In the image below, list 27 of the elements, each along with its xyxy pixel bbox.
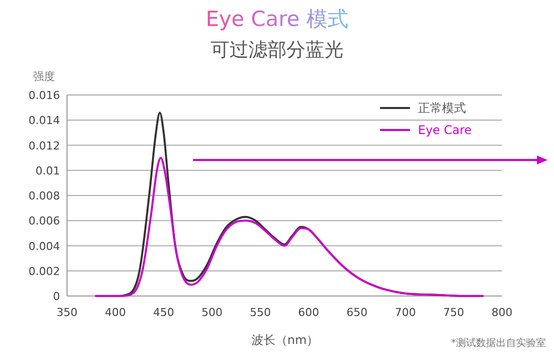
line-series <box>95 156 484 297</box>
x-tick-label: 700 <box>394 306 416 319</box>
y-axis-title: 强度 <box>33 70 55 83</box>
y-tick-label: 0.012 <box>28 139 60 152</box>
x-tick-label: 350 <box>56 306 78 319</box>
x-tick-label: 650 <box>346 306 368 319</box>
x-tick-label: 750 <box>443 306 464 319</box>
y-tick-label: 0.014 <box>28 114 60 128</box>
x-tick-label: 600 <box>298 306 320 319</box>
y-tick-label: 0.004 <box>28 240 60 253</box>
y-tick-label: 0.008 <box>28 190 60 202</box>
x-tick-label: 500 <box>202 306 222 319</box>
legend-label: Eye Care <box>418 123 472 137</box>
legend-label: 正常模式 <box>418 101 466 115</box>
y-tick-label: 0.016 <box>28 89 60 102</box>
y-tick-label: 0.01 <box>36 164 60 178</box>
y-tick-label: 0 <box>53 290 60 303</box>
chart-subtitle: 可过滤部分蓝光 <box>210 39 344 61</box>
y-tick-label: 0.006 <box>28 214 60 228</box>
x-tick-label: 400 <box>104 306 126 319</box>
x-tick-label: 800 <box>492 306 512 319</box>
chart-title: Eye Care 模式 <box>206 7 348 31</box>
x-axis-title: 波长（nm） <box>251 333 319 347</box>
text: *测试数据出自实验室 <box>451 337 546 349</box>
x-tick-label: 550 <box>250 306 271 319</box>
x-tick-label: 450 <box>153 306 174 319</box>
y-tick-label: 0.002 <box>28 264 60 278</box>
